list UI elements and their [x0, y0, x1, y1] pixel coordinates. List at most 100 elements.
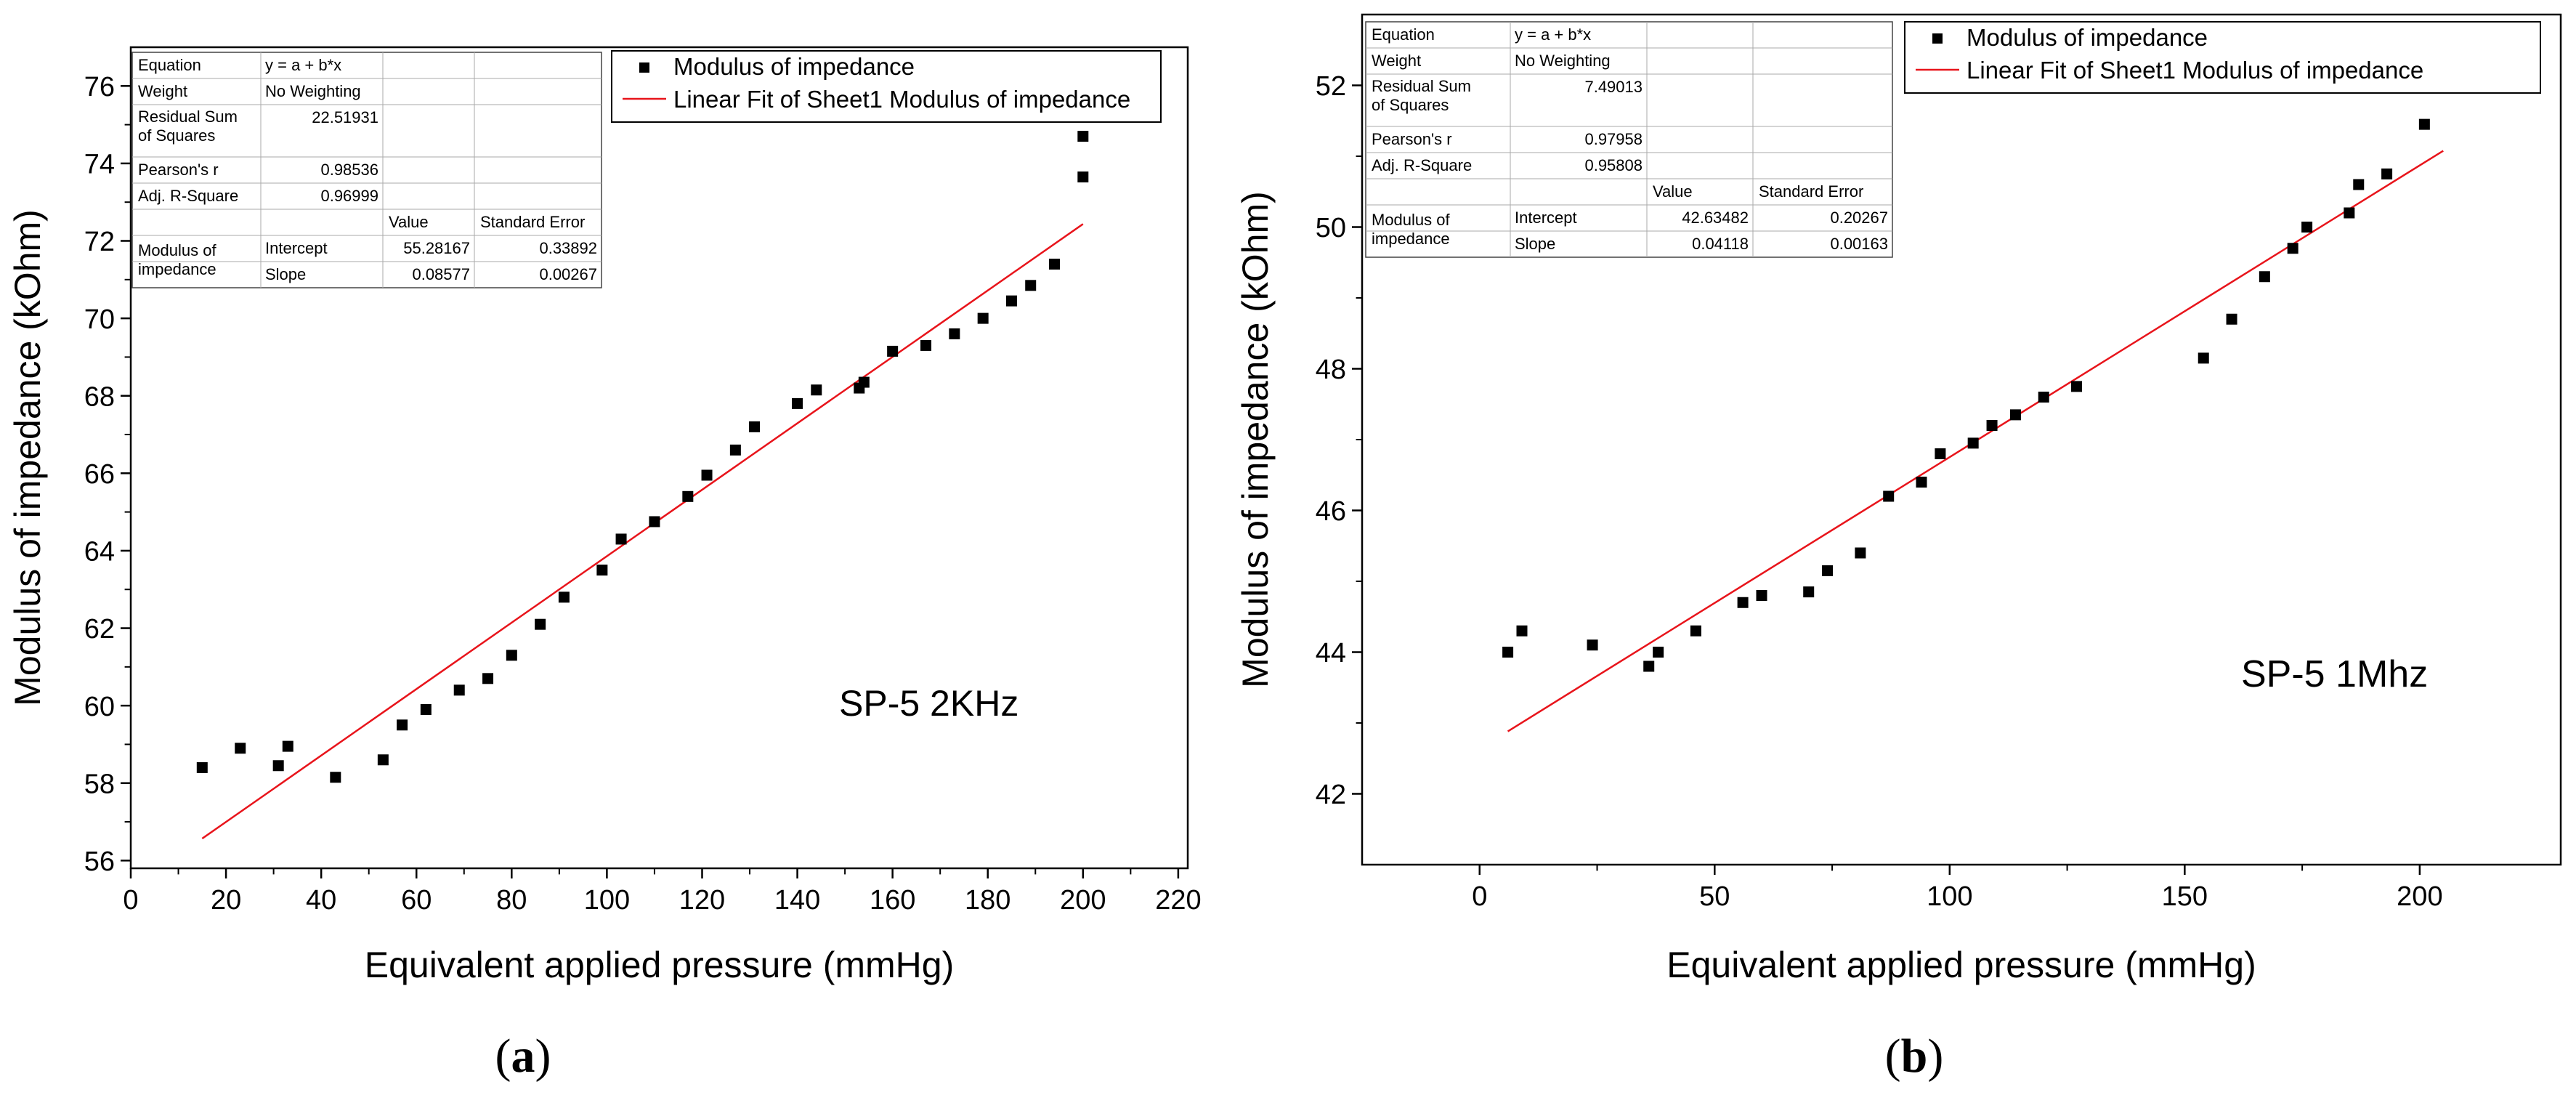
data-point: [2344, 207, 2355, 219]
y-tick-label: 52: [1316, 71, 1346, 102]
table-param-group: Modulus of impedance: [1372, 211, 1451, 248]
data-point: [596, 565, 608, 576]
y-tick-label: 66: [84, 459, 115, 490]
data-point: [2198, 352, 2209, 364]
data-point: [506, 650, 517, 661]
panel-caption: (a): [495, 1030, 551, 1083]
data-point: [482, 673, 494, 684]
data-point: [2259, 271, 2270, 283]
table-param-name: Slope: [265, 265, 306, 283]
data-point: [2301, 222, 2313, 233]
data-point: [1855, 547, 1866, 559]
y-tick-label: 62: [84, 614, 115, 645]
y-tick-label: 50: [1316, 213, 1346, 243]
table-value: 0.98536: [320, 161, 378, 179]
table-label: Pearson's r: [1372, 130, 1452, 148]
table-header-value: Value: [1653, 182, 1693, 201]
x-tick-label: 150: [2162, 881, 2208, 912]
table-label: Adj. R-Square: [1372, 156, 1472, 174]
data-point: [949, 328, 960, 339]
x-tick-label: 140: [774, 885, 820, 916]
y-tick-label: 58: [84, 769, 115, 799]
chart-panel-a: 0 20 40 60 80 100 120 140 160 180 200 220 56 58 60 62 64…: [7, 46, 1202, 1083]
table-label: Residual Sum of Squares: [1372, 77, 1471, 114]
data-point: [397, 719, 408, 731]
data-point: [977, 312, 989, 324]
legend-frame: [1904, 21, 2541, 94]
data-point: [1916, 477, 1927, 488]
y-tick-label: 48: [1316, 355, 1346, 385]
data-point: [1822, 565, 1834, 576]
table-frame: [1365, 21, 1893, 258]
data-point: [1653, 647, 1664, 658]
data-point: [2226, 313, 2237, 325]
data-point: [701, 469, 713, 481]
fit-results-table: Equation y = a + b*x Weight No Weighting Res…: [131, 52, 602, 288]
y-tick-label: 68: [84, 381, 115, 412]
data-point: [453, 684, 465, 696]
table-param-value: 0.04118: [1692, 235, 1749, 253]
chart-annotation: SP-5 2KHz: [839, 683, 1018, 724]
data-point: [2071, 381, 2083, 392]
data-point: [2353, 179, 2365, 190]
fit-line: [201, 223, 1084, 840]
data-point: [1643, 660, 1655, 672]
data-point: [682, 490, 694, 502]
data-point: [1803, 586, 1815, 598]
table-value: No Weighting: [265, 82, 361, 100]
x-tick-label: 200: [1060, 885, 1106, 916]
data-point: [377, 754, 389, 766]
data-point: [649, 516, 660, 528]
data-point: [920, 339, 932, 351]
data-point: [1967, 437, 1979, 449]
data-point: [1690, 625, 1701, 637]
table-value: 0.95808: [1584, 156, 1643, 174]
table-header-stderr: Standard Error: [480, 213, 585, 231]
y-tick-label: 72: [84, 227, 115, 257]
data-point: [1077, 131, 1089, 142]
legend-label-fit: Linear Fit of Sheet1 Modulus of impedanc…: [1967, 57, 2423, 84]
x-tick-label: 160: [870, 885, 915, 916]
chart-annotation: SP-5 1Mhz: [2241, 653, 2428, 695]
x-tick-label: 20: [211, 885, 241, 916]
data-point: [749, 421, 761, 432]
table-param-value: 42.63482: [1682, 209, 1749, 227]
y-tick-label: 56: [84, 846, 115, 877]
y-tick-label: 70: [84, 304, 115, 335]
table-header-value: Value: [389, 213, 429, 231]
legend-label-points: Modulus of impedance: [1967, 24, 2208, 51]
y-tick-label: 74: [84, 150, 115, 180]
data-point: [535, 618, 546, 630]
table-label: Equation: [1372, 25, 1435, 44]
data-point: [1516, 625, 1528, 637]
y-tick-label: 42: [1316, 780, 1346, 810]
table-frame: [131, 52, 602, 288]
data-point: [1502, 647, 1514, 658]
table-value: y = a + b*x: [1515, 25, 1591, 44]
data-point: [615, 533, 627, 545]
x-tick-label: 200: [2397, 881, 2442, 912]
table-param-name: Intercept: [1515, 209, 1577, 227]
table-label: Adj. R-Square: [138, 187, 238, 205]
data-point: [792, 397, 803, 409]
y-axis-label: Modulus of impedance (kOhm): [1235, 191, 1276, 688]
data-point: [2381, 168, 2393, 179]
legend: Modulus of impedance Linear Fit of Sheet1…: [1904, 21, 2541, 94]
table-label: Weight: [1372, 52, 1421, 70]
legend-marker-points: [639, 62, 649, 73]
x-tick-label: 0: [1472, 881, 1487, 912]
data-point: [1986, 420, 1998, 431]
table-param-stderr: 0.33892: [539, 239, 597, 257]
x-tick-label: 40: [306, 885, 336, 916]
data-point: [330, 772, 341, 783]
y-tick-label: 60: [84, 692, 115, 722]
table-label: Residual Sum of Squares: [138, 108, 238, 145]
chart-panel-b: 0 50 100 150 200 42 44 46 48 50 52 Equivalent appli…: [1235, 13, 2562, 1083]
data-point: [282, 740, 293, 752]
data-point: [1935, 448, 1946, 459]
data-point: [1025, 280, 1037, 291]
table-header-stderr: Standard Error: [1759, 182, 1863, 201]
table-param-stderr: 0.00267: [539, 265, 597, 283]
table-value: y = a + b*x: [265, 56, 341, 74]
data-point: [2038, 392, 2049, 403]
